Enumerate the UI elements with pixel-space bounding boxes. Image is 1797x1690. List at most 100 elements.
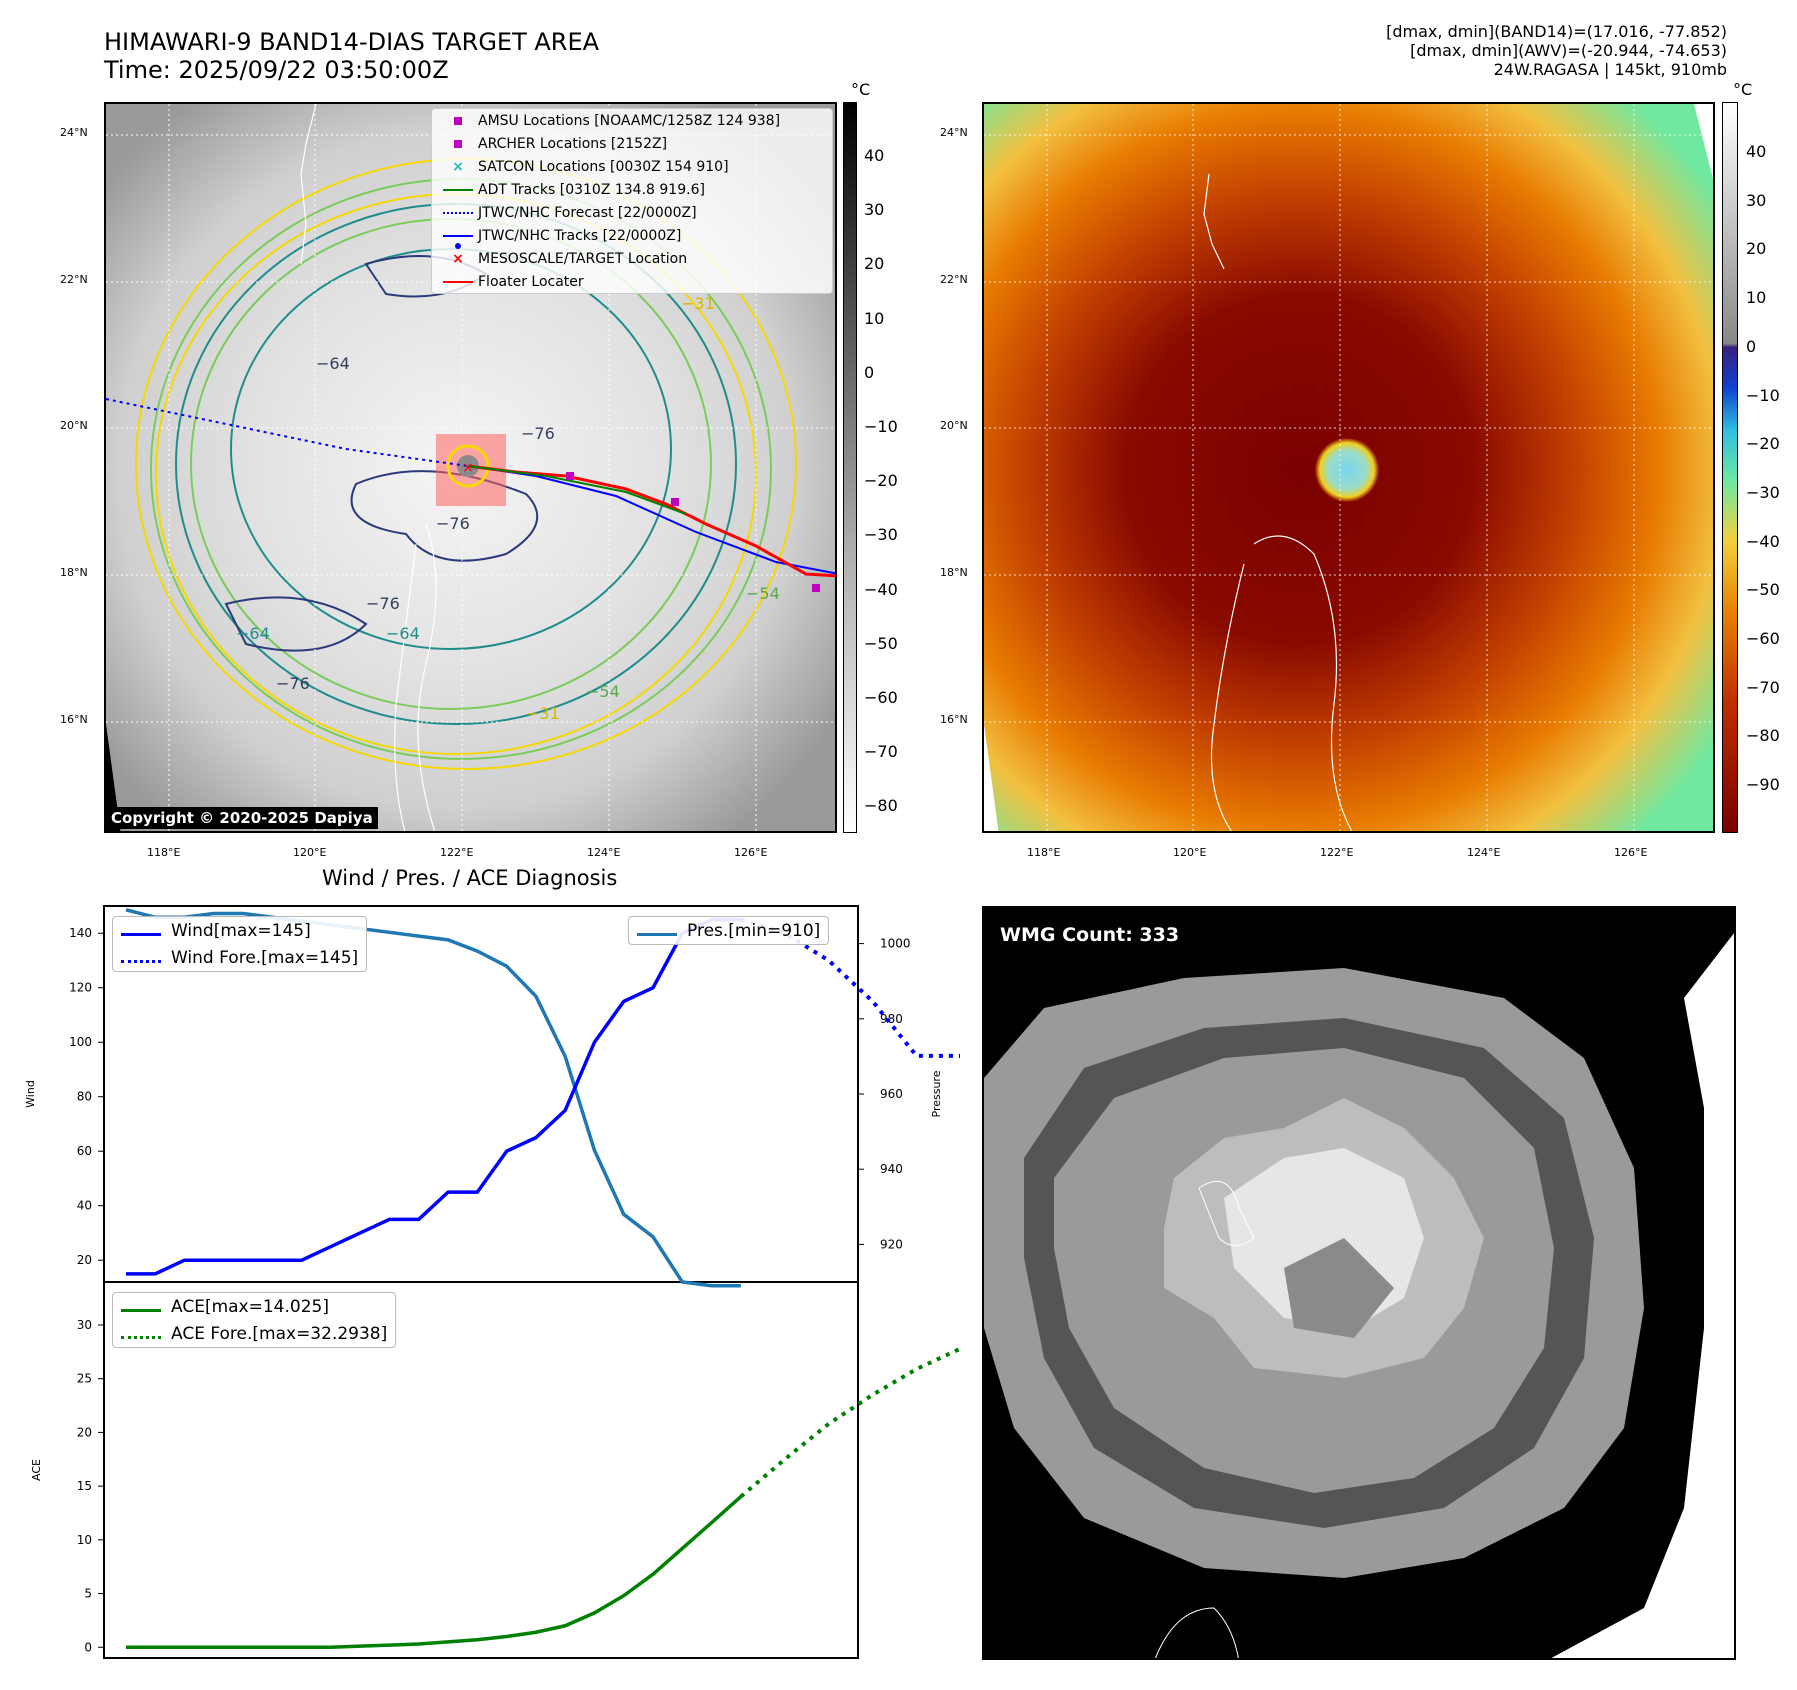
wind-forecast-line	[740, 917, 960, 1059]
title-line-1: HIMAWARI-9 BAND14-DIAS TARGET AREA	[104, 28, 600, 56]
legend-item: Wind Fore.[max=145]	[113, 944, 366, 971]
colorbar-tick-label: −50	[1746, 580, 1780, 600]
colorbar-tick-label: −80	[1746, 726, 1780, 746]
lat-label: 16°N	[940, 713, 968, 726]
lat-label: 20°N	[60, 419, 88, 432]
ace-ytick-label: 10	[77, 1533, 92, 1547]
contour-label: −31	[681, 294, 715, 313]
colorbar-tick-label: −70	[864, 742, 898, 762]
wind-ytick-label: 140	[69, 926, 92, 940]
legend-item: Pres.[min=910]	[629, 917, 828, 944]
colorbar-tick-label: 0	[1746, 336, 1757, 356]
ace-line	[125, 1495, 743, 1650]
title-line-2: Time: 2025/09/22 03:50:00Z	[104, 56, 449, 84]
colorbar-tick-label: −90	[1746, 775, 1780, 795]
ace-ytick-label: 5	[84, 1587, 92, 1601]
colorbar-tick-label: 30	[1746, 190, 1767, 210]
legend-item: Floater Locater	[432, 270, 832, 293]
colorbar-tick-label: −20	[864, 471, 898, 491]
enhanced-ir-image	[984, 104, 1713, 831]
line-icon	[637, 932, 677, 936]
pressure-ytick-label: 960	[880, 1087, 903, 1101]
line-icon	[121, 1308, 161, 1312]
legend-item: JTWC/NHC Tracks [22/0000Z]	[432, 224, 832, 249]
info-line-2: [dmax, dmin](AWV)=(-20.944, -74.653)	[1410, 41, 1727, 60]
lon-label: 120°E	[293, 846, 327, 859]
ace-forecast-line	[739, 1346, 960, 1499]
lat-label: 24°N	[940, 126, 968, 139]
wind-line	[125, 917, 741, 1276]
wind-ytick-label: 60	[77, 1144, 92, 1158]
wind-ytick-label: 20	[77, 1253, 92, 1267]
pressure-line	[125, 908, 741, 1288]
ace-ytick-label: 30	[77, 1318, 92, 1332]
dotted-line-icon	[121, 959, 161, 963]
ace-ytick-label: 25	[77, 1372, 92, 1386]
square-marker-icon	[454, 139, 462, 148]
contour-label: −54	[746, 584, 780, 603]
legend-item: JTWC/NHC Forecast [22/0000Z]	[432, 201, 832, 224]
lon-label: 118°E	[147, 846, 181, 859]
pressure-ytick-label: 1000	[880, 937, 911, 951]
legend-item: ARCHER Locations [2152Z]	[432, 132, 832, 155]
colorbar-tick-label: −10	[864, 417, 898, 436]
lat-label: 24°N	[60, 126, 88, 139]
wmg-panel: WMG Count: 333	[982, 906, 1736, 1660]
map-legend: AMSU Locations [NOAAMC/1258Z 124 938] AR…	[431, 108, 833, 294]
ace-ytick-label: 15	[77, 1479, 92, 1493]
wind-ytick-label: 120	[69, 981, 92, 995]
colorbar-tick-label: 10	[1746, 288, 1767, 308]
pressure-ytick-label: 920	[880, 1237, 903, 1251]
ace-ylabel: ACE	[30, 1459, 43, 1481]
lon-label: 122°E	[440, 846, 474, 859]
colorbar-tick-label: −40	[1746, 531, 1780, 551]
colorbar-unit: °C	[851, 80, 871, 99]
colorbar-color	[1722, 102, 1738, 833]
ir-map-panel: × −64 −76 −76 −76 −64 −64 −54 −31 −54 −3…	[104, 102, 837, 833]
contour-label: −64	[386, 624, 420, 643]
lon-label: 120°E	[1173, 846, 1207, 859]
pressure-ytick-label: 980	[880, 1012, 903, 1026]
ace-axes-frame	[103, 1281, 859, 1659]
lon-label: 124°E	[1467, 846, 1501, 859]
colorbar-tick-label: −70	[1746, 677, 1780, 697]
colorbar-tick-label: −10	[1746, 385, 1780, 405]
info-line-1: [dmax, dmin](BAND14)=(17.016, -77.852)	[1386, 22, 1727, 41]
line-icon	[443, 188, 473, 191]
lat-label: 20°N	[940, 419, 968, 432]
enhanced-ir-panel	[982, 102, 1715, 833]
contour-label: −54	[586, 682, 620, 701]
lon-label: 126°E	[1614, 846, 1648, 859]
dotted-line-icon	[443, 211, 473, 214]
wind-legend: Wind[max=145] Wind Fore.[max=145]	[112, 916, 368, 972]
copyright-label: Copyright © 2020-2025 Dapiya	[106, 807, 378, 829]
x-marker-icon: ×	[452, 250, 464, 267]
colorbar-tick-label: 40	[1746, 142, 1767, 161]
wind-ylabel: Wind	[24, 1080, 37, 1108]
lon-label: 122°E	[1320, 846, 1354, 859]
colorbar-gray	[843, 102, 857, 833]
colorbar-tick-label: 40	[864, 146, 885, 165]
pressure-ylabel: Pressure	[930, 1070, 943, 1117]
x-marker-icon: ×	[452, 158, 464, 175]
pressure-legend: Pres.[min=910]	[628, 916, 830, 945]
colorbar-tick-label: 0	[864, 362, 875, 382]
colorbar-tick-label: 10	[864, 308, 885, 328]
colorbar-tick-label: 30	[864, 200, 885, 220]
lon-label: 118°E	[1027, 846, 1061, 859]
colorbar-tick-label: −30	[864, 525, 898, 545]
wind-ytick-label: 80	[77, 1090, 92, 1104]
lon-label: 126°E	[734, 846, 768, 859]
line-dot-icon	[443, 234, 473, 237]
colorbar-tick-label: 20	[864, 254, 885, 274]
wind-ytick-label: 40	[77, 1199, 92, 1213]
ace-ytick-label: 20	[77, 1425, 92, 1439]
line-icon	[443, 280, 473, 283]
storm-info: [dmax, dmin](BAND14)=(17.016, -77.852) […	[1386, 22, 1727, 79]
wind-ytick-label: 100	[69, 1035, 92, 1049]
colorbar-unit: °C	[1733, 80, 1753, 99]
lat-label: 22°N	[940, 273, 968, 286]
contour-label: −31	[526, 704, 560, 723]
contour-label: −76	[521, 424, 555, 443]
colorbar-tick-label: −60	[864, 688, 898, 707]
